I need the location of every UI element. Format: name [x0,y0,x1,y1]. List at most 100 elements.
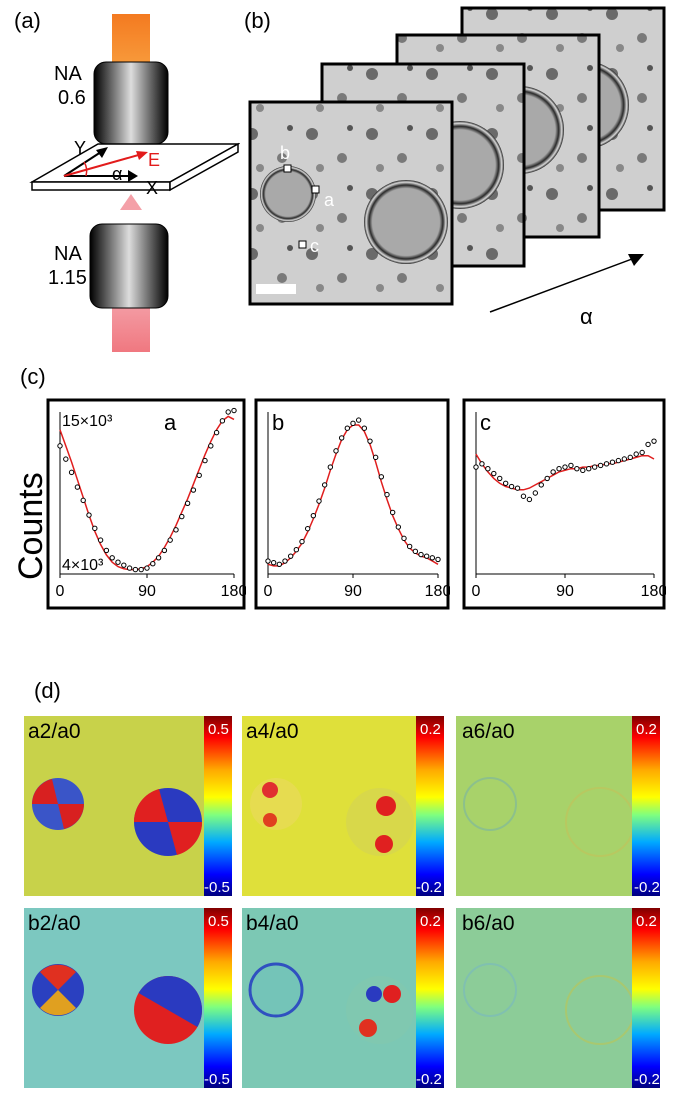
x-tick-label: 180 [425,583,450,600]
panel-b-image-stack: b a c α [248,6,666,329]
x-tick-label: 180 [221,583,246,600]
data-point [196,472,202,479]
data-point [321,482,328,488]
data-point [615,457,622,464]
x-tick-label: 90 [138,583,156,600]
data-point [338,435,345,441]
panel-c-label: (c) [20,364,46,389]
map-a2-title: a2/a0 [28,720,81,743]
data-point [115,559,121,565]
alpha-arrow-label: α [580,304,593,329]
chart-c: 0 90 180 c [462,398,666,610]
data-point [161,547,168,554]
map-b4-cb-min: -0.2 [416,1071,442,1088]
top-objective-icon [93,61,169,145]
data-point [121,562,127,568]
map-b2-title: b2/a0 [28,912,81,935]
data-point [150,560,156,567]
chart-panel-title: c [480,410,491,435]
map-a4-title: a4/a0 [246,720,299,743]
data-point [412,548,419,555]
data-point [202,457,208,464]
data-point [627,454,633,461]
alpha-arc [83,161,88,177]
data-point [361,425,368,431]
map-b4-title: b4/a0 [246,912,299,935]
data-point [389,509,396,516]
e-field-arrow [63,153,143,177]
chart-panel-title: a [164,410,177,435]
data-point [485,466,491,472]
chart-frame [46,398,246,610]
data-point [287,553,294,559]
data-point [621,456,628,462]
data-point [299,538,305,545]
x-tick-label: 0 [56,583,65,600]
bottom-na-value: 1.15 [48,267,87,289]
panel-a-microscope-diagram: NA 0.6 Y E α X NA 1.15 [29,14,240,352]
map-b4-cb-max: 0.2 [420,913,441,930]
cell-large [364,180,448,264]
data-point [63,456,69,462]
data-point [109,555,115,561]
data-point [544,475,550,482]
data-point [344,425,351,431]
data-point [532,490,539,496]
data-point [609,459,616,465]
data-point [367,438,373,444]
data-point [355,417,362,423]
point-c-marker [298,240,307,249]
bottom-objective-icon [89,223,169,309]
chart-panel-title: b [272,410,284,435]
data-point [184,500,191,507]
map-a2-a0: a2/a0 0.5 -0.5 [24,716,232,896]
data-point [225,409,231,415]
data-point [276,561,283,567]
data-point [562,464,568,470]
map-a2-cb-min: -0.5 [204,879,230,896]
data-point [92,525,98,532]
data-point [282,558,288,564]
y-tick-top: 15×10³ [62,413,113,430]
chart-frame [254,398,450,610]
data-point [591,464,598,470]
data-point [378,474,385,480]
top-na-label: NA [54,63,82,85]
data-point [80,497,86,504]
bottom-focus-cone [120,194,142,210]
data-point [502,480,509,486]
map-b2-cb-min: -0.5 [204,1071,230,1088]
point-b-marker [283,164,292,173]
data-point [406,543,413,550]
data-point [270,559,277,566]
data-point [103,547,110,554]
map-b6-cb-min: -0.2 [634,1071,660,1088]
data-point [580,467,586,474]
data-point [651,438,657,444]
data-point [479,461,485,467]
data-point [327,464,334,470]
data-point [333,448,339,454]
map-b4-a0: b4/a0 0.2 -0.2 [242,908,444,1088]
data-point [526,496,533,503]
data-point [97,537,104,543]
data-point [514,485,521,491]
data-point [293,547,300,553]
x-tick-label: 90 [556,583,574,600]
data-point [310,512,317,519]
map-a4-cb-max: 0.2 [420,721,441,738]
x-tick-label: 0 [472,583,481,600]
data-point [574,466,580,472]
data-point [304,525,311,532]
map-a4-cb-min: -0.2 [416,879,442,896]
data-point [372,454,379,461]
data-point [265,558,271,564]
data-point [86,512,92,518]
data-point [423,553,430,559]
data-point [173,527,179,533]
data-point [429,555,436,561]
panel-d-maps: a2/a0 0.5 -0.5 a4/a0 0.2 -0.2 a6/a0 0.2 … [24,716,660,1088]
counts-ylabel: Counts [12,472,50,580]
map-a6-cb-max: 0.2 [636,721,657,738]
data-point [208,443,214,449]
